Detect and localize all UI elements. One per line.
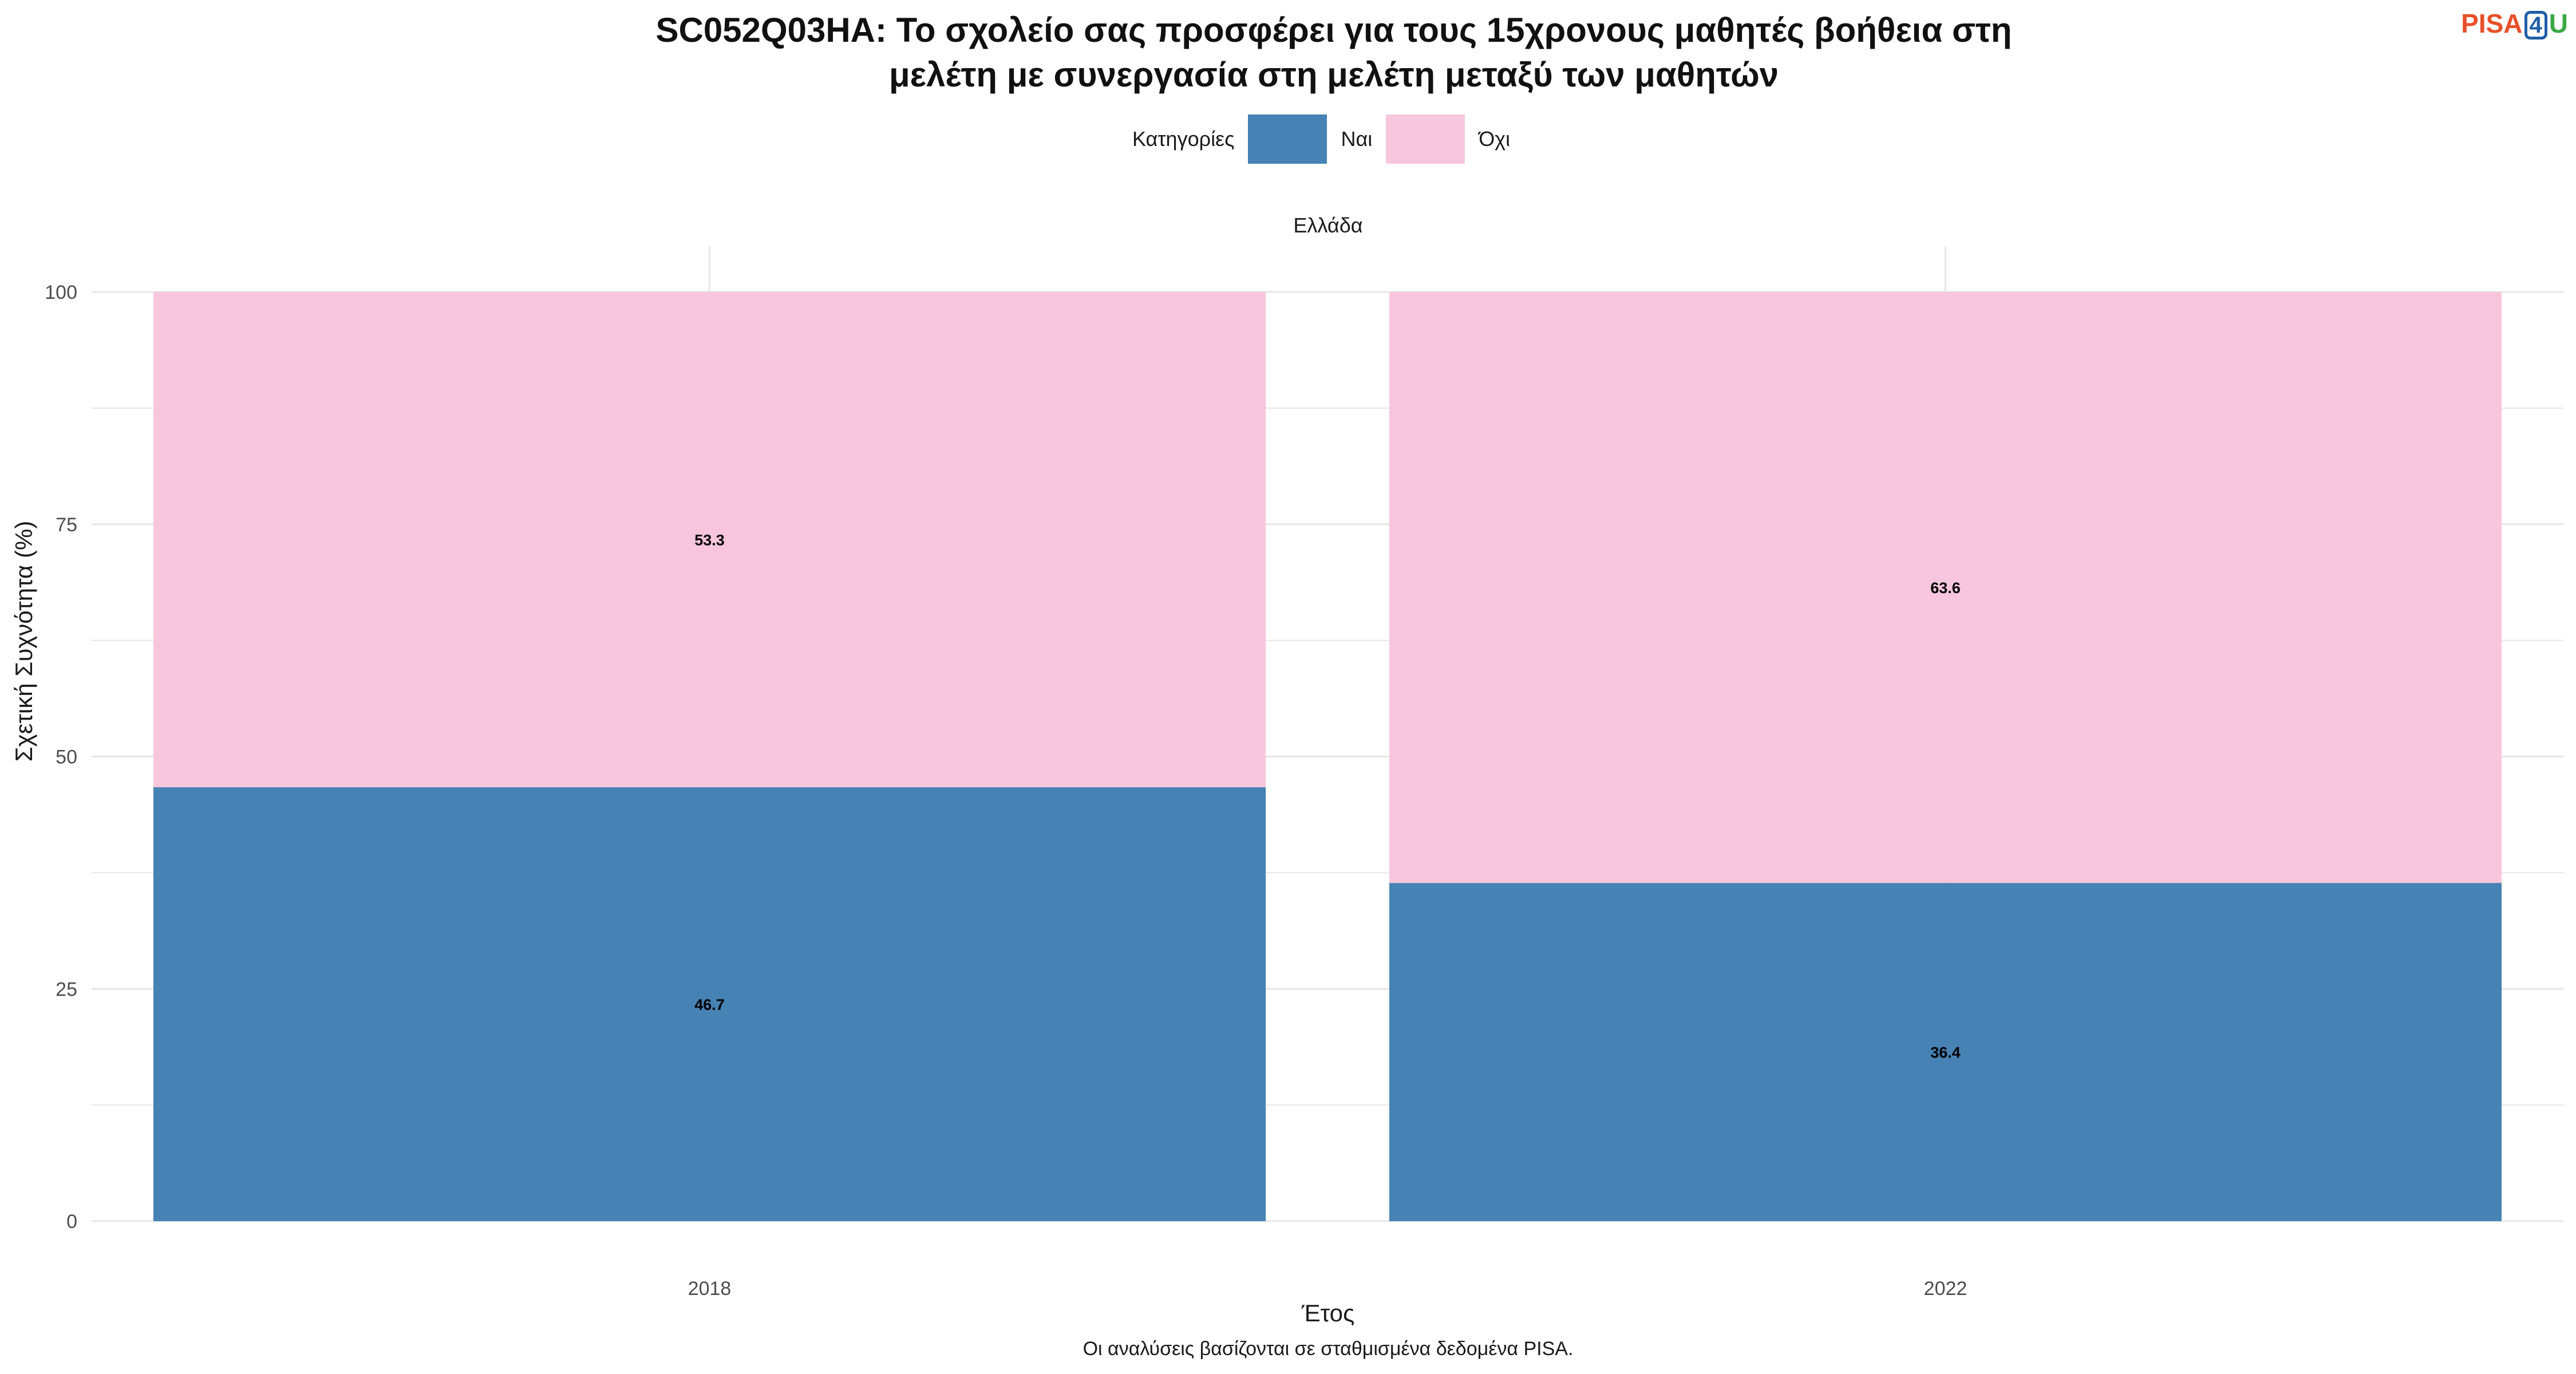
y-axis-label: Σχετική Συχνότητα (%) [10, 520, 37, 762]
x-axis-label: Έτος [1301, 1300, 1355, 1326]
legend: Κατηγορίες Ναι Όχι [0, 114, 2576, 164]
y-tick-label: 0 [66, 1211, 77, 1233]
chart-title: SC052Q03HA: Το σχολείο σας προσφέρει για… [0, 8, 2576, 97]
y-tick-label: 100 [45, 282, 77, 303]
bar-segment-no-2018 [153, 292, 1266, 788]
bar-value-label: 53.3 [694, 532, 725, 549]
bar-value-label: 63.6 [1930, 579, 1961, 597]
legend-title: Κατηγορίες [1132, 127, 1235, 151]
chart-title-line-1: SC052Q03HA: Το σχολείο σας προσφέρει για… [655, 11, 2012, 49]
y-tick-label: 25 [56, 978, 77, 1000]
x-tick-label: 2018 [688, 1278, 732, 1300]
bar-segment-yes-2018 [153, 787, 1266, 1221]
bar-value-label: 46.7 [694, 996, 725, 1013]
y-tick-label: 75 [56, 514, 77, 536]
caption: Οι αναλύσεις βασίζονται σε σταθμισμένα δ… [1082, 1338, 1574, 1360]
legend-label-yes: Ναι [1341, 127, 1373, 151]
logo-text-pisa: PISA [2461, 9, 2523, 38]
x-tick-label: 2022 [1924, 1278, 1967, 1300]
chart-title-line-2: μελέτη με συνεργασία στη μελέτη μεταξύ τ… [888, 56, 1779, 94]
logo-text-u: U [2549, 9, 2568, 38]
pisa4u-logo: PISA 4 U [2461, 8, 2568, 40]
legend-label-no: Όχι [1479, 127, 1511, 151]
legend-swatch-yes [1248, 114, 1327, 164]
y-tick-label: 50 [56, 747, 77, 768]
logo-text-4: 4 [2524, 11, 2547, 40]
bar-segment-no-2022 [1389, 292, 2502, 883]
bar-segment-yes-2022 [1389, 883, 2502, 1221]
legend-swatch-no [1386, 114, 1465, 164]
facet-strip-label: Ελλάδα [1293, 214, 1363, 237]
bar-value-label: 36.4 [1930, 1044, 1961, 1061]
